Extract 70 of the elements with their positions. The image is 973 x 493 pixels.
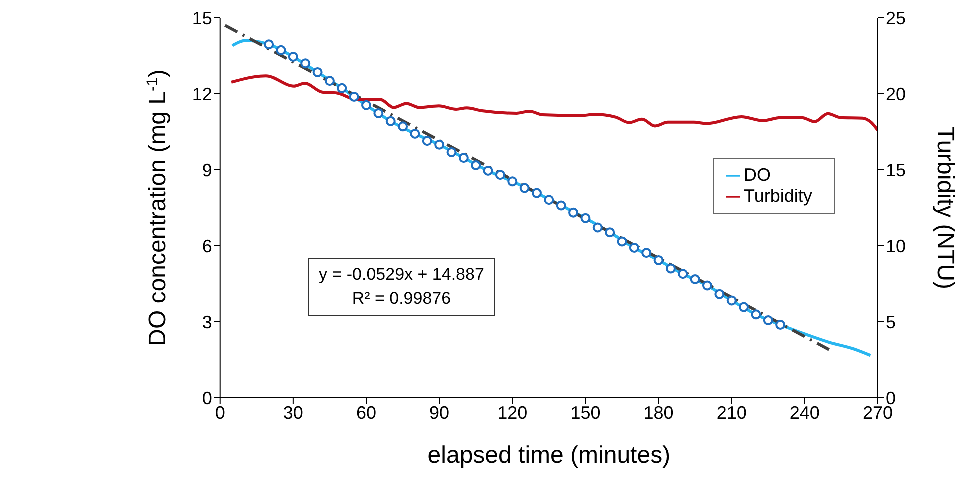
y-tick-label: 0 (202, 388, 212, 408)
x-tick-label: 150 (570, 402, 601, 423)
point (422, 136, 432, 146)
point (471, 160, 482, 170)
point (374, 108, 384, 119)
x-tick-label: 180 (644, 402, 674, 423)
x-tick-label: 60 (356, 402, 377, 423)
point (398, 122, 408, 132)
point (776, 320, 786, 330)
point (739, 302, 750, 312)
point (495, 170, 506, 180)
point (726, 296, 737, 306)
point (300, 58, 311, 69)
point (690, 274, 700, 284)
y2-axis-title: Turbidity (NTU) (932, 126, 959, 290)
point (592, 222, 603, 233)
point (544, 195, 554, 206)
x-axis-title: elapsed time (minutes) (428, 442, 671, 469)
annotation: y = -0.0529x + 14.887 (319, 264, 484, 286)
point (568, 208, 579, 218)
y-tick-label: 12 (192, 84, 212, 104)
point (288, 52, 298, 62)
point (763, 315, 774, 326)
x-tick-label: 120 (498, 402, 528, 423)
point (312, 67, 323, 78)
point (629, 243, 640, 254)
y2-tick-label: 10 (886, 236, 906, 256)
point (580, 213, 591, 224)
y2-tick-label: 15 (886, 160, 906, 180)
point (458, 153, 469, 164)
legend-label: Turbidity (744, 186, 812, 206)
point (654, 255, 664, 266)
x-tick-label: 90 (430, 402, 450, 423)
point (386, 116, 396, 126)
point (666, 264, 676, 274)
point (702, 280, 712, 291)
x-tick-label: 0 (215, 402, 226, 423)
point (276, 45, 286, 56)
point (434, 140, 445, 150)
y-tick-label: 6 (202, 236, 212, 256)
y2-tick-label: 5 (886, 312, 896, 332)
point (605, 228, 616, 238)
point (751, 310, 762, 320)
x-tick-label: 240 (790, 402, 820, 423)
y2-tick-label: 25 (886, 8, 906, 28)
x-tick-label: 30 (283, 402, 304, 423)
point (532, 188, 542, 198)
y-tick-label: 9 (202, 160, 212, 180)
point (642, 248, 652, 258)
point (362, 100, 372, 110)
point (410, 129, 420, 140)
annotation: R² = 0.99876 (351, 288, 452, 310)
y-tick-label: 3 (202, 312, 212, 332)
y-tick-label: 15 (192, 8, 212, 28)
y2-tick-label: 20 (886, 84, 906, 104)
point (508, 176, 518, 187)
legend-label: DO (744, 165, 771, 185)
point (324, 76, 335, 86)
point (556, 200, 566, 211)
point (446, 148, 457, 158)
point (617, 236, 628, 247)
x-tick-label: 210 (716, 402, 747, 423)
point (337, 83, 348, 94)
point (714, 289, 725, 300)
point (349, 92, 360, 102)
point (520, 183, 530, 194)
point (678, 269, 688, 280)
point (264, 40, 274, 50)
line-series (230, 74, 878, 132)
point (483, 166, 494, 176)
